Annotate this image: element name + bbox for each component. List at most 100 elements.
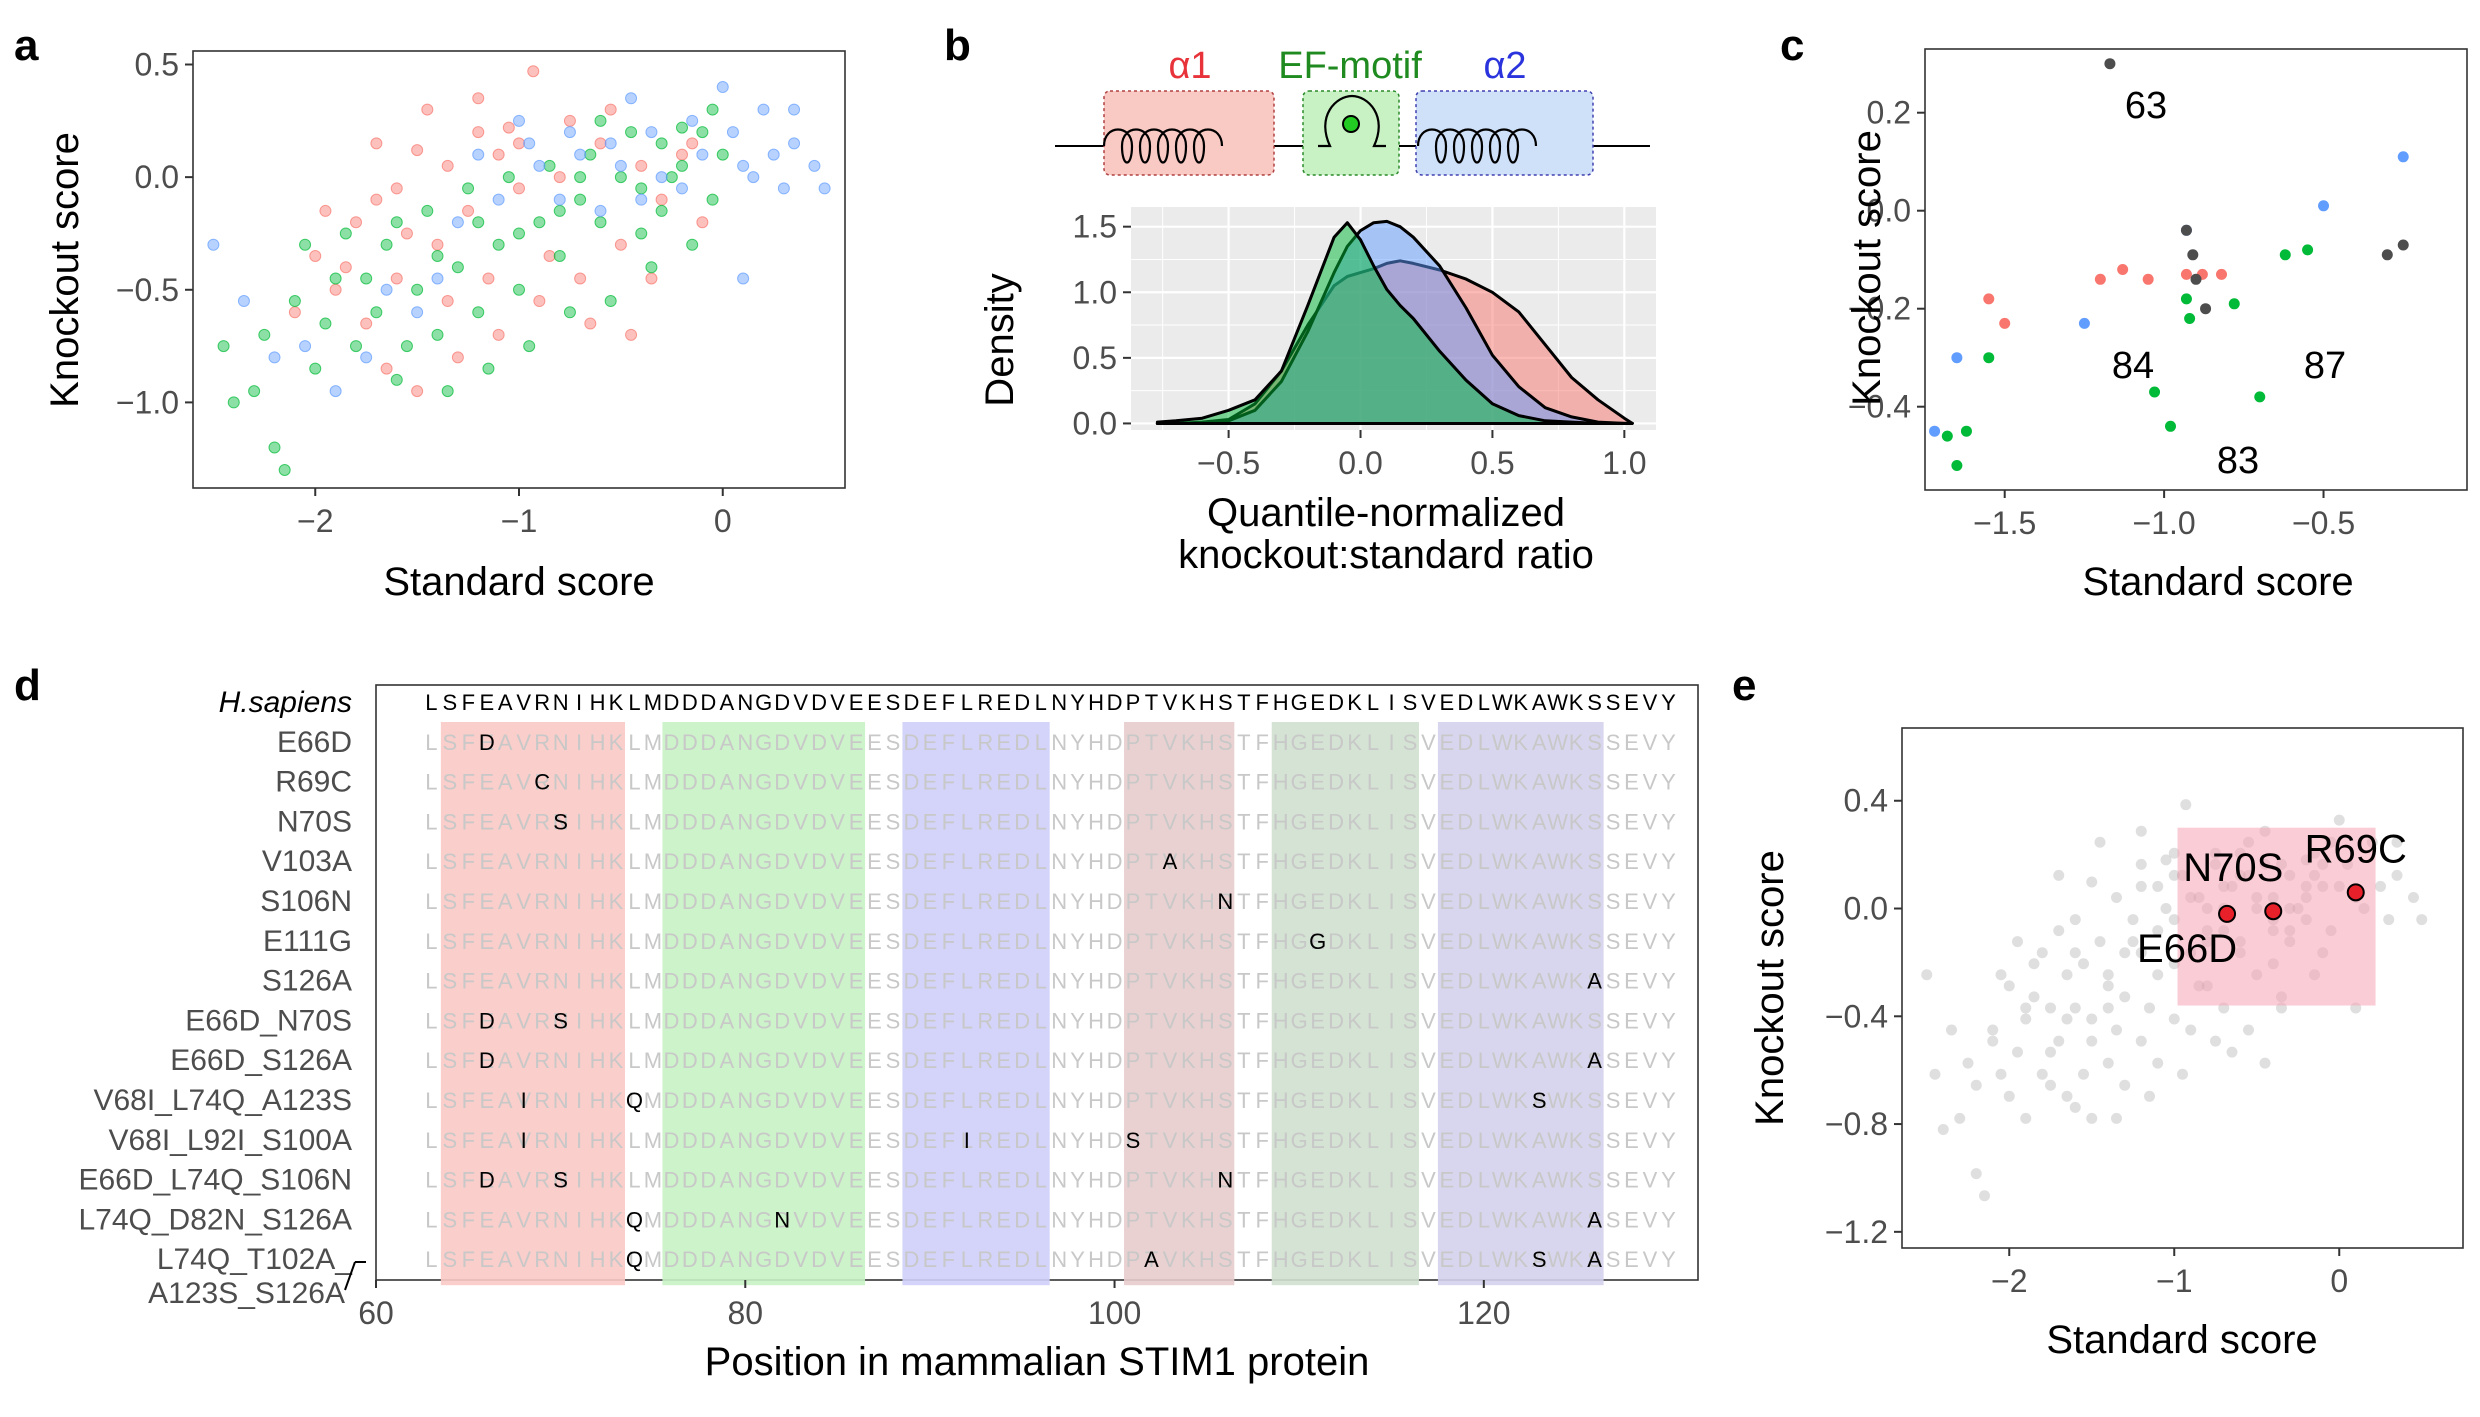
background-point: [2061, 1013, 2073, 1025]
residue: T: [1145, 809, 1158, 834]
residue: V: [793, 1247, 808, 1272]
residue: E: [1624, 849, 1639, 874]
residue: A: [498, 889, 513, 914]
data-point-blue: [686, 114, 699, 127]
residue: F: [1256, 1247, 1269, 1272]
data-point-green: [462, 182, 475, 195]
residue: W: [1547, 1088, 1568, 1113]
residue: T: [1145, 1048, 1158, 1073]
residue: R: [977, 1128, 993, 1153]
background-point: [2168, 847, 2180, 859]
residue: I: [1388, 1088, 1394, 1113]
residue: D: [811, 849, 827, 874]
residue: D: [1107, 1128, 1123, 1153]
residue: N: [553, 1008, 569, 1033]
residue: F: [462, 849, 475, 874]
x-tick-label: 0.0: [1338, 445, 1382, 481]
variant-label: E66D_S126A: [170, 1044, 352, 1077]
residue: A: [498, 1048, 513, 1073]
residue: D: [904, 1008, 920, 1033]
residue: H: [590, 849, 606, 874]
residue: I: [576, 1008, 582, 1033]
background-point: [2160, 903, 2172, 915]
residue: G: [1291, 889, 1308, 914]
alpha2-helix: [1416, 128, 1538, 164]
background-point: [2069, 1002, 2081, 1014]
x-axis-title: Standard score: [2046, 1318, 2317, 1362]
residue: V: [1643, 1207, 1658, 1232]
residue: A: [498, 1088, 513, 1113]
residue: S: [1606, 1247, 1621, 1272]
plot-frame: [1901, 727, 2464, 1249]
data-point-green: [502, 171, 515, 184]
data-point-red: [676, 148, 688, 161]
residue: W: [1492, 969, 1513, 994]
residue: D: [774, 849, 790, 874]
residue: K: [1347, 1168, 1362, 1193]
background-point: [2135, 880, 2147, 892]
residue: I: [576, 809, 582, 834]
residue: P: [1126, 690, 1141, 715]
background-point: [1995, 969, 2007, 981]
y-axis-title: Knockout score: [1845, 130, 1889, 406]
residue: L: [628, 1008, 640, 1033]
data-point-red: [329, 283, 342, 296]
residue: H: [1088, 809, 1104, 834]
residue: H: [590, 1168, 606, 1193]
residue: V: [1643, 730, 1658, 755]
plot-frame: [1924, 48, 2468, 491]
residue: I: [1388, 1128, 1394, 1153]
background-point: [2078, 1068, 2089, 1080]
residue: E: [479, 1207, 494, 1232]
residue: S: [886, 809, 901, 834]
residue: K: [609, 929, 624, 954]
data-point-blue: [747, 171, 760, 184]
variant-label: S126A: [262, 965, 352, 998]
background-point: [2391, 836, 2403, 848]
background-point: [2111, 891, 2122, 903]
residue: N: [553, 929, 569, 954]
residue: L: [628, 730, 640, 755]
residue: E: [867, 690, 882, 715]
annotation-84: 84: [2112, 345, 2154, 387]
residue: N: [1051, 1168, 1067, 1193]
residue: V: [1163, 1207, 1178, 1232]
residue: D: [811, 809, 827, 834]
background-point: [2012, 936, 2023, 948]
residue: A: [719, 1207, 734, 1232]
residue: L: [1035, 849, 1047, 874]
residue: L: [1035, 969, 1047, 994]
data-point-blue: [2078, 317, 2090, 329]
residue: E: [479, 730, 494, 755]
residue: E: [867, 770, 882, 795]
data-point-red: [2117, 264, 2129, 275]
residue: A: [1532, 889, 1547, 914]
data-point-red: [288, 306, 301, 319]
residue: L: [425, 849, 437, 874]
residue: V: [1643, 889, 1658, 914]
variant-label: E66D: [277, 726, 352, 759]
residue: Y: [1070, 929, 1085, 954]
residue: E: [1624, 1207, 1639, 1232]
highlight-point: [2264, 902, 2283, 921]
residue: F: [942, 849, 955, 874]
residue: E: [996, 1168, 1011, 1193]
residue: K: [609, 1008, 624, 1033]
residue: F: [1256, 1168, 1269, 1193]
residue: L: [425, 690, 437, 715]
data-point-green: [543, 159, 556, 172]
residue: E: [1440, 969, 1455, 994]
residue: N: [1051, 1088, 1067, 1113]
residue: E: [1624, 929, 1639, 954]
residue: V: [1643, 1247, 1658, 1272]
residue: L: [1367, 1128, 1379, 1153]
variant-label: R69C: [275, 766, 352, 799]
data-point-green: [472, 306, 485, 319]
background-point: [2028, 958, 2040, 970]
residue: V: [793, 1207, 808, 1232]
residue: H: [1199, 770, 1215, 795]
residue: D: [774, 1128, 790, 1153]
panel-e: E66D N70S R69C −2 −1 0 0.4 0.0 −0.4 −0.8 −1.2 Sta…: [1748, 727, 2464, 1362]
residue: S: [1606, 969, 1621, 994]
residue: E: [1624, 889, 1639, 914]
